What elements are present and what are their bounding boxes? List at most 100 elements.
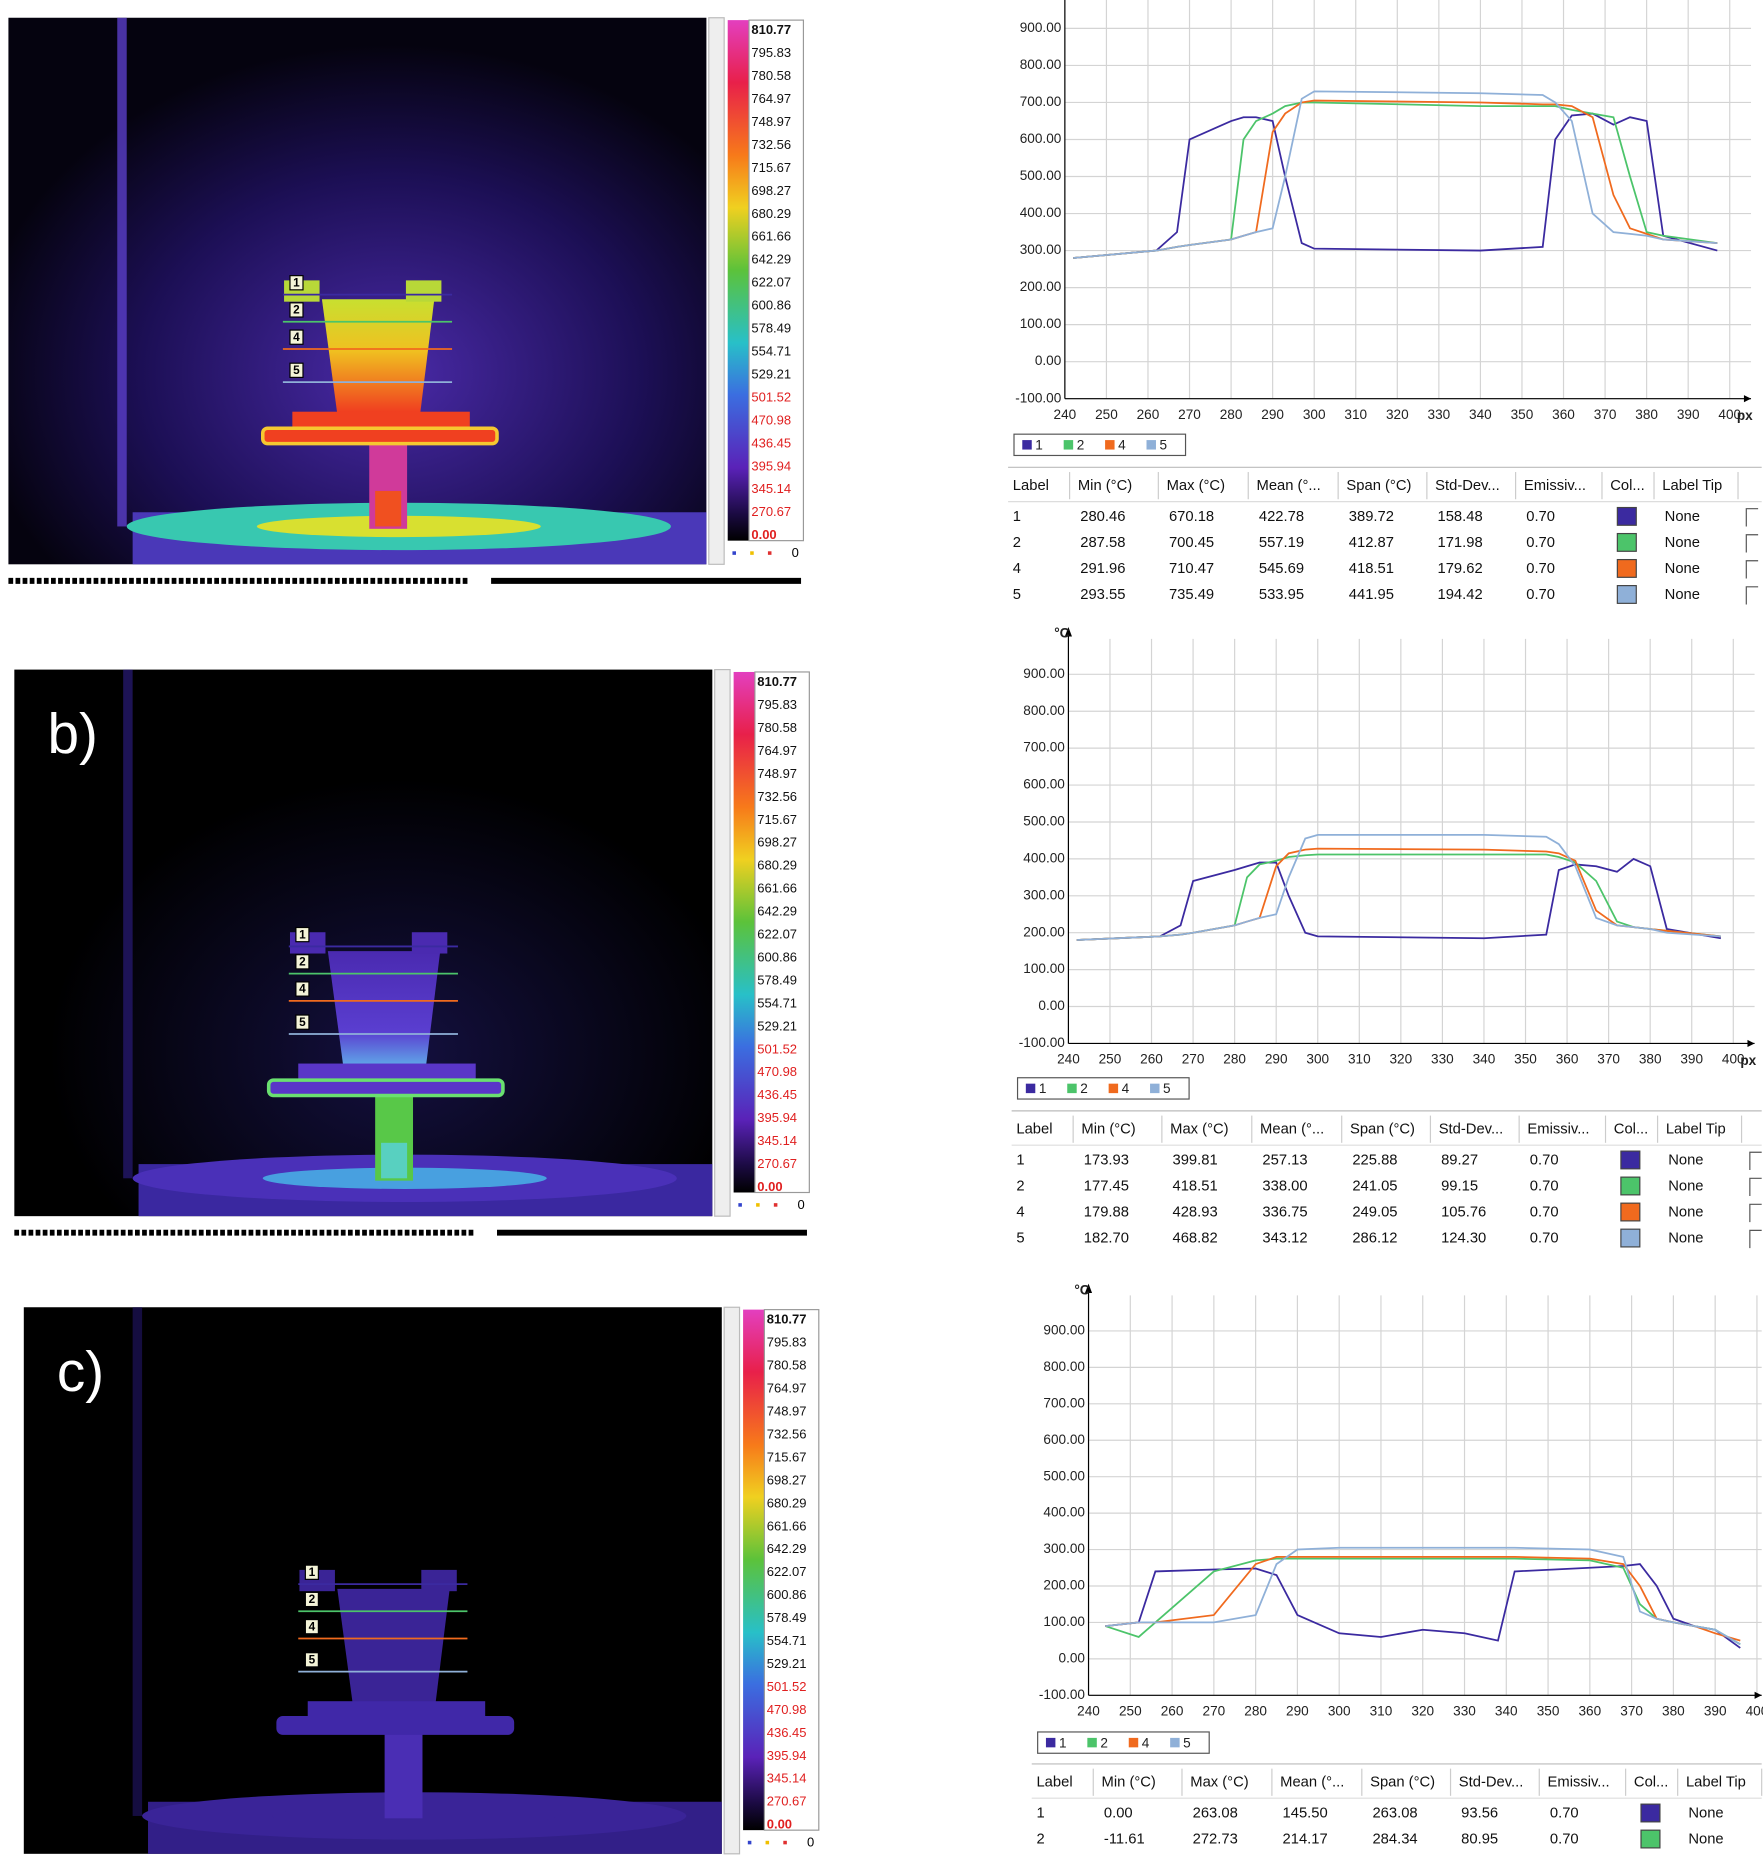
x-tick-label: 330 — [1453, 1703, 1476, 1718]
x-tick-label: 300 — [1328, 1703, 1351, 1718]
table-cell: 263.08 — [1372, 1806, 1417, 1822]
colorbar-label: 554.71 — [767, 1633, 807, 1648]
colorbar-label: 661.66 — [757, 881, 797, 896]
table-header: Std-Dev... — [1439, 1122, 1504, 1138]
table-cell: 336.75 — [1262, 1205, 1307, 1221]
colorbar-label: 795.83 — [751, 45, 791, 60]
thermal-image — [14, 670, 712, 1217]
table-cell: 0.70 — [1530, 1152, 1559, 1168]
flange — [421, 1570, 456, 1591]
table-cell: 422.78 — [1259, 509, 1304, 525]
colorbar-bottom: 0 — [807, 1835, 814, 1850]
x-tick-label: 320 — [1411, 1703, 1434, 1718]
series-line — [1073, 91, 1717, 258]
thermal-panel: 1245b)810.77795.83780.58764.97748.97732.… — [14, 670, 809, 1233]
colorbar-label: 732.56 — [767, 1426, 807, 1441]
table-header: Label — [1016, 1122, 1052, 1138]
x-tick-label: 320 — [1390, 1052, 1413, 1067]
table-cell: 0.70 — [1530, 1205, 1559, 1221]
table-cell: 418.51 — [1173, 1178, 1218, 1194]
table-cell: None — [1668, 1231, 1703, 1247]
table-header: Span (°C) — [1346, 478, 1411, 494]
table-cell: 338.00 — [1262, 1178, 1307, 1194]
y-tick-label: 100.00 — [1023, 961, 1065, 976]
y-tick-label: 500.00 — [1020, 168, 1062, 183]
page: 1245810.77795.83780.58764.97748.97732.56… — [0, 0, 1763, 1855]
table-header: Max (°C) — [1170, 1122, 1228, 1138]
table-cell: 0.70 — [1526, 535, 1555, 551]
scrollbar — [724, 1307, 739, 1854]
x-axis-arrow — [1755, 1692, 1762, 1699]
x-tick-label: 380 — [1639, 1052, 1662, 1067]
table-cell: 5 — [1016, 1231, 1024, 1247]
colorbar-label: 470.98 — [767, 1702, 807, 1717]
x-tick-label: 310 — [1344, 407, 1367, 422]
table-cell: 389.72 — [1349, 509, 1394, 525]
y-tick-label: 500.00 — [1023, 814, 1065, 829]
y-tick-label: 0.00 — [1038, 998, 1065, 1013]
profile-label: 1 — [299, 927, 306, 941]
table-cell: 99.15 — [1441, 1178, 1478, 1194]
y-tick-label: -100.00 — [1019, 1035, 1066, 1050]
wall-edge — [123, 670, 132, 1179]
stem-low — [391, 1780, 417, 1815]
series-line — [1073, 114, 1717, 258]
colorbar-label: 395.94 — [751, 458, 791, 473]
y-tick-label: 700.00 — [1020, 94, 1062, 109]
y-tick-label: 700.00 — [1043, 1395, 1085, 1410]
legend-label: 4 — [1142, 1735, 1150, 1750]
color-swatch — [1621, 1177, 1640, 1195]
table-cell: 179.88 — [1084, 1205, 1129, 1221]
table-cell: 710.47 — [1169, 561, 1214, 577]
x-tick-label: 360 — [1556, 1052, 1579, 1067]
colorbar-label: 600.86 — [757, 949, 797, 964]
thermal-image — [24, 1307, 722, 1854]
x-axis-arrow — [1744, 395, 1751, 402]
y-tick-label: 400.00 — [1020, 205, 1062, 220]
colorbar-label: 642.29 — [757, 904, 797, 919]
x-tick-label: 330 — [1428, 407, 1451, 422]
color-swatch — [1641, 1830, 1660, 1848]
table-cell: 1 — [1016, 1152, 1024, 1168]
table-cell: 291.96 — [1080, 561, 1125, 577]
colorbar-label: 600.86 — [751, 298, 791, 313]
table-cell: 249.05 — [1352, 1205, 1397, 1221]
colorbar-label: 780.58 — [751, 68, 791, 83]
legend-label: 2 — [1100, 1735, 1108, 1750]
colorbar-label: 680.29 — [751, 206, 791, 221]
table-cell: 280.46 — [1080, 509, 1125, 525]
table-cell: 0.70 — [1530, 1231, 1559, 1247]
colorbar-label: 529.21 — [767, 1656, 807, 1671]
table-header: Emissiv... — [1524, 478, 1586, 494]
legend-swatch — [1129, 1738, 1138, 1747]
colorbar-label: 470.98 — [757, 1064, 797, 1079]
legend-swatch — [1022, 440, 1031, 449]
x-tick-label: 360 — [1578, 1703, 1601, 1718]
colorbar-label: 501.52 — [767, 1679, 807, 1694]
table-cell: 4 — [1013, 561, 1021, 577]
legend-swatch — [1170, 1738, 1179, 1747]
scrollbar — [715, 670, 730, 1217]
y-tick-label: 100.00 — [1020, 316, 1062, 331]
color-swatch — [1617, 586, 1636, 604]
table-cell: None — [1665, 561, 1700, 577]
table-header: Span (°C) — [1350, 1122, 1415, 1138]
y-tick-label: 600.00 — [1023, 777, 1065, 792]
colorbar-dot — [768, 551, 772, 555]
colorbar-label: 395.94 — [757, 1110, 797, 1125]
color-swatch — [1617, 534, 1636, 552]
colorbar-label: 345.14 — [767, 1771, 807, 1786]
legend-swatch — [1087, 1738, 1096, 1747]
table-cell: 0.70 — [1526, 587, 1555, 603]
x-unit: px — [1740, 1053, 1756, 1068]
colorbar-dot — [783, 1841, 787, 1845]
table-header: Emissiv... — [1548, 1775, 1610, 1791]
checkbox — [1746, 561, 1758, 579]
y-tick-label: -100.00 — [1015, 390, 1062, 405]
table-header: Max (°C) — [1190, 1775, 1248, 1791]
x-tick-label: 260 — [1140, 1052, 1163, 1067]
profile-label: 2 — [293, 303, 300, 317]
table-cell: 194.42 — [1438, 587, 1483, 603]
x-tick-label: 250 — [1095, 407, 1118, 422]
y-tick-label: 200.00 — [1023, 924, 1065, 939]
